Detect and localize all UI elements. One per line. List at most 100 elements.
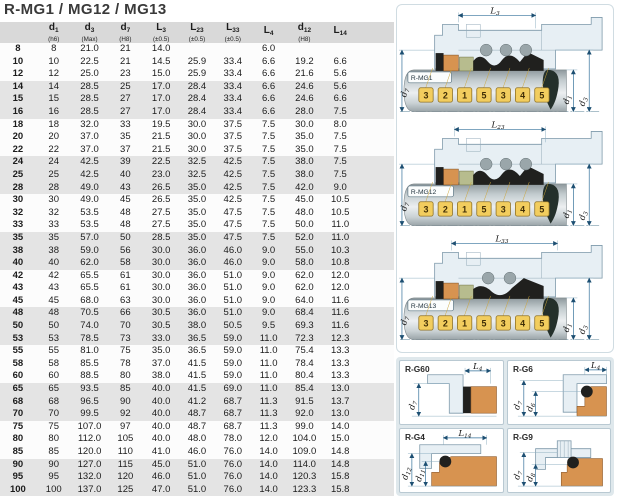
cell: 11.3 (250, 420, 287, 434)
callout-number-chip (534, 315, 550, 331)
cell: 47.5 (214, 206, 251, 220)
cell: 45 (107, 194, 144, 207)
cell: 85.4 (286, 383, 323, 396)
svg-text:L4: L4 (472, 361, 483, 372)
row-size-label: 30 (0, 194, 36, 207)
row-size-label: 16 (0, 105, 36, 119)
callout-number: 3 (501, 205, 506, 215)
callout-number: 2 (443, 319, 448, 329)
callout-leader-line (541, 67, 549, 88)
callout-number: 5 (539, 205, 544, 215)
cell: 100 (35, 483, 72, 497)
model-label: R-MG1 (411, 75, 433, 82)
row-size-label: 10 (0, 55, 36, 69)
cell (358, 420, 394, 434)
cell: 109.0 (286, 446, 323, 459)
callout-leader-line (522, 67, 530, 88)
cell: 96.5 (71, 395, 108, 409)
cell: 59.0 (214, 332, 251, 346)
cell: 25.0 (71, 68, 108, 81)
cell: 76.0 (214, 446, 251, 459)
cell: 11.3 (250, 408, 287, 421)
svg-text:d7: d7 (398, 201, 412, 213)
cell: 41.5 (179, 370, 215, 384)
cell: 7.5 (250, 168, 287, 182)
cell: 37.5 (214, 143, 251, 157)
cell: 27 (107, 93, 144, 106)
cell (358, 68, 394, 81)
cell: 78 (107, 357, 144, 371)
cell: 24.6 (286, 93, 323, 106)
cell (358, 383, 394, 396)
dimension-d6: d6 (523, 391, 581, 417)
cell: 74.0 (71, 320, 108, 333)
cell: 65.5 (71, 282, 108, 295)
row-size-label: 65 (0, 383, 36, 396)
cell: 25 (35, 168, 72, 182)
cell: 42.5 (71, 168, 108, 182)
callout-number: 5 (539, 319, 544, 329)
cell: 11.6 (322, 294, 359, 308)
cell: 90 (107, 395, 144, 409)
cell (358, 80, 394, 94)
cell: 120 (107, 471, 144, 484)
cell: 10.5 (322, 194, 359, 207)
svg-text:L23: L23 (490, 120, 504, 131)
column-header: L14 (322, 22, 359, 43)
seat-panels-grid: R-G60 L4 d7 R-G (396, 357, 614, 496)
rubber-bellows (473, 52, 544, 71)
rubber-bellows (473, 166, 544, 185)
cell: 41.5 (179, 383, 215, 396)
cell: 62.0 (71, 257, 108, 270)
table-row: 10 10 22.5 21 14.5 25.9 33.4 6.6 19.2 6.6 (0, 55, 394, 69)
cell: 13.0 (322, 383, 359, 396)
cell: 13.3 (322, 345, 359, 358)
cell: 9.0 (250, 269, 287, 283)
cell: 40.0 (143, 383, 180, 396)
cell (358, 219, 394, 232)
cell: 30.0 (143, 269, 180, 283)
cell: 28.4 (179, 80, 215, 94)
cell: 78.5 (71, 332, 108, 346)
cell: 14.0 (250, 446, 287, 459)
row-size-label: 53 (0, 332, 36, 346)
seat-model-label: R-G9 (512, 432, 532, 442)
cell (358, 357, 394, 371)
cell: 30.0 (143, 257, 180, 270)
cell: 7.5 (250, 219, 287, 232)
cell (358, 93, 394, 106)
cell: 14 (35, 80, 72, 94)
cell: 27.5 (143, 219, 180, 232)
spring-icon (499, 157, 513, 171)
cell: 40.0 (143, 420, 180, 434)
cell: 15.0 (143, 68, 180, 81)
cell: 40.0 (143, 433, 180, 446)
cell: 7.5 (250, 194, 287, 207)
cell: 27 (107, 105, 144, 119)
row-size-label: 55 (0, 345, 36, 358)
callout-number: 2 (443, 205, 448, 215)
cell: 56 (107, 244, 144, 258)
callout-leader-line (483, 67, 491, 88)
cell: 62.0 (286, 269, 323, 283)
callout-leader-line (483, 181, 491, 202)
cell: 76.0 (214, 471, 251, 484)
row-size-label: 42 (0, 269, 36, 283)
row-size-label: 48 (0, 307, 36, 321)
dimension-d7: d7 (398, 163, 435, 227)
cell: 51.0 (214, 307, 251, 321)
cell: 66 (107, 307, 144, 321)
cell: 59.0 (71, 244, 108, 258)
cell: 25.9 (179, 68, 215, 81)
cell: 12.3 (322, 332, 359, 346)
column-header: d3 (Max) (71, 22, 108, 43)
svg-text:L33: L33 (494, 234, 508, 245)
svg-text:d7: d7 (398, 87, 412, 99)
spring-icon (479, 157, 493, 171)
cell: 36.0 (179, 257, 215, 270)
cell: 11.0 (250, 383, 287, 396)
cell: 104.0 (286, 433, 323, 446)
cell: 42.0 (286, 181, 323, 195)
cell: 23 (107, 68, 144, 81)
seat-model-label: R-G4 (405, 432, 425, 442)
